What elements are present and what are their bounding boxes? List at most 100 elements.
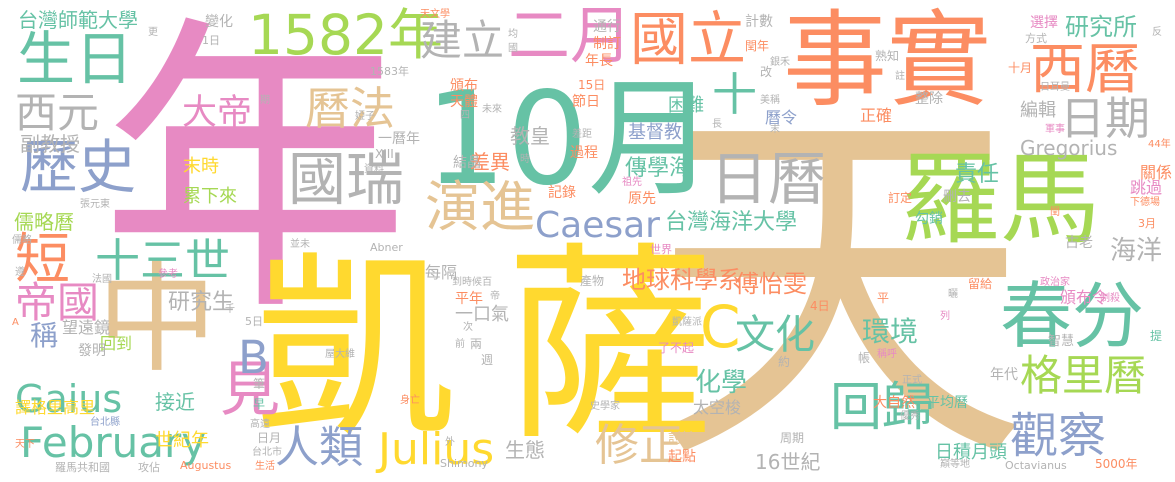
word: 了不起 <box>658 341 695 355</box>
word: 跳過 <box>1130 178 1163 197</box>
word: 天文學 <box>420 9 450 20</box>
word: 制訂 <box>593 36 621 52</box>
word: 日月 <box>257 431 282 445</box>
word: 事實 <box>783 0 992 121</box>
word: 平年 <box>455 291 483 307</box>
word: 3月 <box>1138 217 1156 230</box>
word: 早 <box>253 397 266 411</box>
word: 台灣海洋大學 <box>665 210 798 235</box>
word: 台北市 <box>252 447 282 458</box>
word: 十月 <box>1008 61 1033 75</box>
word: 改 <box>760 65 773 79</box>
word: 閏 <box>1050 207 1060 218</box>
word: 過程 <box>570 145 598 161</box>
word: 日曆 <box>710 145 827 213</box>
word: A <box>12 317 19 328</box>
word: 國 <box>508 43 518 54</box>
word: 教皇 <box>510 124 550 148</box>
word: 基督教 <box>628 122 682 143</box>
word: 婭子 <box>355 111 375 122</box>
word: 生活 <box>255 461 275 472</box>
word: 整除 <box>915 91 943 107</box>
word: 結晶 <box>453 155 481 171</box>
word: 人類 <box>275 422 363 473</box>
word: 日耳曼 <box>1040 82 1070 93</box>
word: 節日 <box>572 94 600 110</box>
word: 羅馬共和國 <box>55 461 110 474</box>
word: 外 <box>445 437 455 448</box>
word: 巔等地 <box>940 459 970 470</box>
word: 凱 <box>255 233 456 466</box>
word: 責任 <box>955 162 1000 187</box>
word: 4日 <box>810 299 830 313</box>
word: 千 <box>225 304 235 315</box>
word: C <box>700 293 741 361</box>
word: 生日 <box>17 25 134 93</box>
word: Abner <box>370 241 403 254</box>
word: 熟知 <box>875 49 900 63</box>
word: 政治家 <box>1040 277 1070 288</box>
word: 十三世 <box>95 234 231 287</box>
word: 身亡 <box>400 395 420 406</box>
word: 勾銷 <box>915 211 943 227</box>
word: 平均曆 <box>926 395 968 411</box>
word: 譯格里高里 <box>15 398 96 417</box>
word: 演進 <box>425 175 536 239</box>
word: Augustus <box>180 459 232 472</box>
word: 文化 <box>735 312 815 358</box>
word: 稱 <box>30 319 59 352</box>
word: 短 <box>15 227 71 291</box>
word: 起點 <box>668 449 696 465</box>
word: 傅怡雯 <box>735 270 807 298</box>
word: 反 <box>1152 27 1162 38</box>
word: 天 <box>650 68 1030 482</box>
word: Shimony <box>440 457 488 470</box>
word: 頒布令 <box>1060 288 1109 307</box>
word: 環境 <box>862 315 919 348</box>
word: 討論 <box>668 431 696 447</box>
word: 平 <box>877 291 890 305</box>
word: 長 <box>712 119 722 130</box>
word: 望遠鏡 <box>62 318 111 337</box>
word: 計數 <box>745 14 773 30</box>
word: 到時候 <box>452 277 482 288</box>
word: 智慧 <box>1048 334 1075 349</box>
word: 下德場 <box>1130 197 1160 208</box>
word: 凱薩派 <box>672 317 702 328</box>
word: 周期 <box>780 431 805 445</box>
word: 1日 <box>202 34 220 47</box>
word: 頒布 <box>450 78 478 94</box>
word: 困難 <box>668 95 704 116</box>
word: 一口氣 <box>455 304 509 325</box>
word: 大帝 <box>182 93 253 133</box>
word: 週 <box>481 353 494 367</box>
word: 四 <box>460 110 470 121</box>
word: Gaius <box>15 377 123 421</box>
word: 提 <box>1150 329 1163 343</box>
word: 優秀 <box>900 411 920 422</box>
word: 關係 <box>1140 163 1173 182</box>
word: 研究所 <box>1065 13 1137 41</box>
word: 百 <box>482 277 492 288</box>
word: 屋大維 <box>325 349 355 360</box>
word: 建立 <box>420 16 505 65</box>
word: 選擇 <box>1030 15 1058 31</box>
word: 未來 <box>482 104 502 115</box>
word: Gregorius <box>1020 136 1118 160</box>
word: 年長 <box>585 53 613 69</box>
word: 回歸 <box>830 378 935 438</box>
word: 次 <box>463 322 473 333</box>
word: 10月 <box>425 65 716 214</box>
word: 見 <box>220 355 280 425</box>
word: 約 <box>778 355 791 369</box>
word: Caesar <box>535 205 660 246</box>
word: Octavianus <box>1005 459 1067 472</box>
word: 美稱 <box>760 95 780 106</box>
word: 15日 <box>578 78 606 92</box>
word: 差異 <box>470 150 510 174</box>
word: 西曆 <box>1030 37 1141 101</box>
word: 春分 <box>1000 274 1145 358</box>
word: 發明 <box>78 343 106 359</box>
word: February <box>20 418 207 467</box>
